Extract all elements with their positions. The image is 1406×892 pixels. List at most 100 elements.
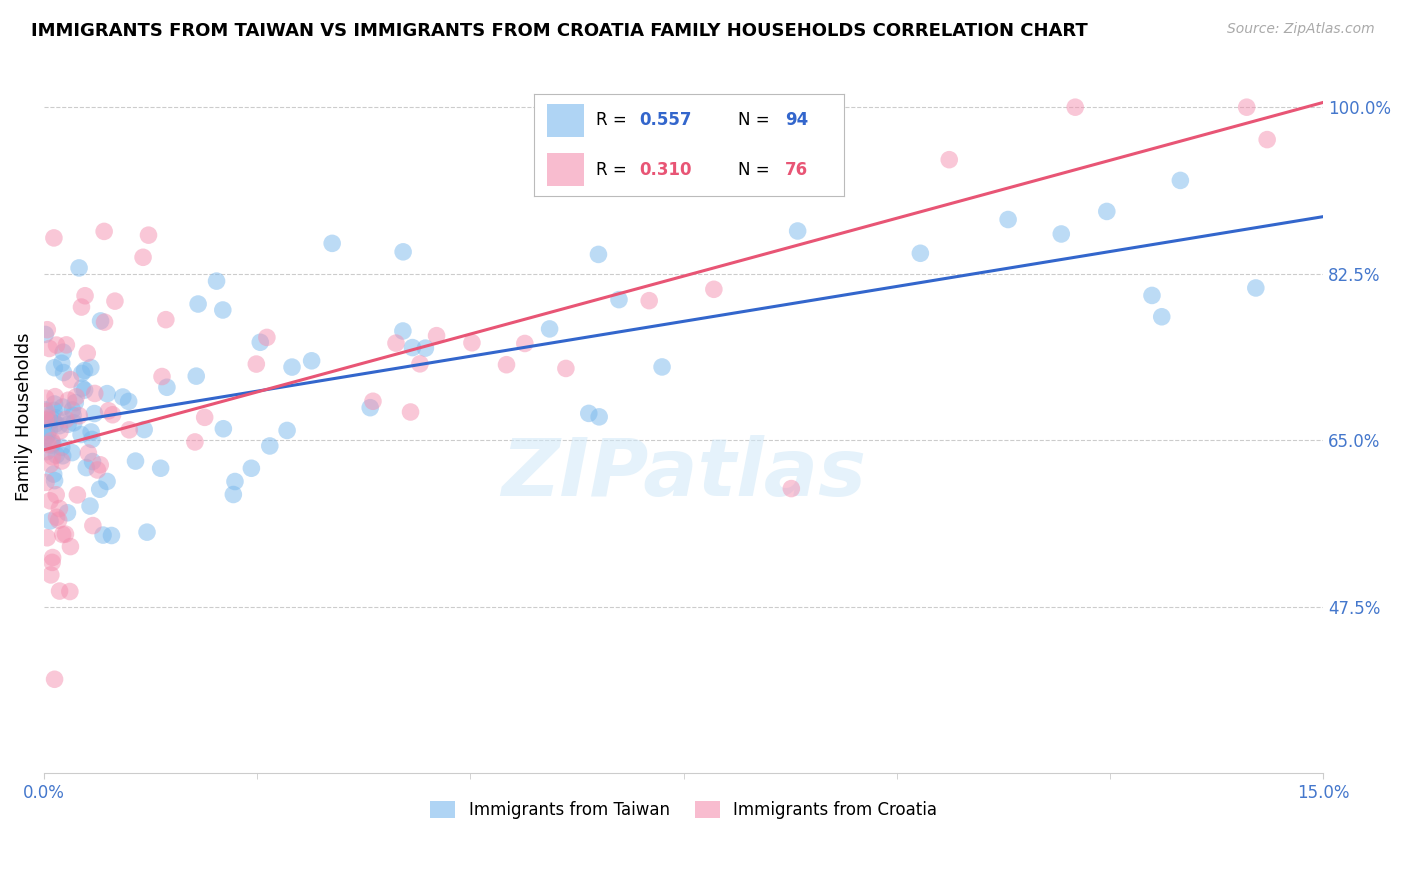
Point <box>39 514 62 528</box>
Point <box>37 323 59 337</box>
Point <box>52 449 75 463</box>
Point <box>211 303 233 318</box>
Point <box>155 312 177 326</box>
Point <box>59 584 82 599</box>
Point <box>93 315 115 329</box>
Point <box>786 224 808 238</box>
Point <box>39 568 62 582</box>
Point <box>42 231 65 245</box>
Point <box>41 555 63 569</box>
Point <box>100 528 122 542</box>
Point <box>45 338 67 352</box>
Point <box>91 528 114 542</box>
Point <box>48 501 70 516</box>
Point <box>156 380 179 394</box>
Point <box>44 397 66 411</box>
Point <box>58 393 80 408</box>
Point <box>48 584 70 599</box>
Point <box>52 527 75 541</box>
Point <box>224 475 246 489</box>
Point <box>409 357 432 371</box>
Point <box>359 401 381 415</box>
Point <box>51 454 73 468</box>
Point <box>65 390 87 404</box>
Point <box>392 324 415 338</box>
Point <box>73 289 96 303</box>
Point <box>41 438 63 452</box>
Point <box>67 260 90 275</box>
Point <box>910 246 932 260</box>
Point <box>60 445 83 459</box>
Point <box>97 404 120 418</box>
Point <box>39 458 62 472</box>
Point <box>578 406 600 420</box>
Point <box>79 499 101 513</box>
Point <box>259 439 281 453</box>
Point <box>73 363 96 377</box>
Point <box>82 518 104 533</box>
Point <box>37 531 59 545</box>
Point <box>184 434 207 449</box>
Point <box>34 327 56 342</box>
Point <box>52 366 75 380</box>
Point <box>38 342 60 356</box>
Point <box>588 247 610 261</box>
Point <box>301 353 323 368</box>
Point <box>77 446 100 460</box>
Point <box>1140 288 1163 302</box>
Point <box>150 369 173 384</box>
Text: 94: 94 <box>785 112 808 129</box>
Point <box>194 410 217 425</box>
Point <box>51 356 73 370</box>
Point <box>44 390 66 404</box>
Point <box>256 330 278 344</box>
Point <box>45 411 67 425</box>
Point <box>39 414 62 428</box>
Point <box>997 212 1019 227</box>
Point <box>149 461 172 475</box>
Point <box>41 434 63 448</box>
Point <box>35 444 58 458</box>
Point <box>101 408 124 422</box>
Legend: Immigrants from Taiwan, Immigrants from Croatia: Immigrants from Taiwan, Immigrants from … <box>423 794 943 826</box>
Point <box>186 369 208 384</box>
Point <box>70 381 93 395</box>
Point <box>45 448 67 462</box>
Point <box>136 525 159 540</box>
Point <box>37 413 59 427</box>
Point <box>66 488 89 502</box>
Point <box>703 282 725 296</box>
Point <box>65 395 87 409</box>
Point <box>111 390 134 404</box>
Point <box>51 441 73 455</box>
Point <box>39 493 62 508</box>
Text: 0.310: 0.310 <box>640 161 692 178</box>
Point <box>41 550 63 565</box>
Point <box>56 417 79 432</box>
Point <box>86 463 108 477</box>
Bar <box>547 153 583 186</box>
Point <box>34 413 56 427</box>
Point <box>55 527 77 541</box>
Text: IMMIGRANTS FROM TAIWAN VS IMMIGRANTS FROM CROATIA FAMILY HOUSEHOLDS CORRELATION : IMMIGRANTS FROM TAIWAN VS IMMIGRANTS FRO… <box>31 22 1088 40</box>
Point <box>34 402 56 417</box>
Point <box>1064 100 1087 114</box>
Point <box>37 437 59 451</box>
Point <box>495 358 517 372</box>
Text: 76: 76 <box>785 161 808 178</box>
Text: ZIPatlas: ZIPatlas <box>501 434 866 513</box>
Point <box>538 322 561 336</box>
Point <box>1150 310 1173 324</box>
Point <box>44 360 66 375</box>
Point <box>638 293 661 308</box>
Point <box>104 294 127 309</box>
Point <box>205 274 228 288</box>
Point <box>49 424 72 438</box>
Point <box>1256 132 1278 146</box>
Point <box>1170 173 1192 187</box>
Point <box>56 506 79 520</box>
Point <box>134 423 156 437</box>
Point <box>37 428 59 442</box>
Point <box>124 454 146 468</box>
Point <box>401 341 423 355</box>
